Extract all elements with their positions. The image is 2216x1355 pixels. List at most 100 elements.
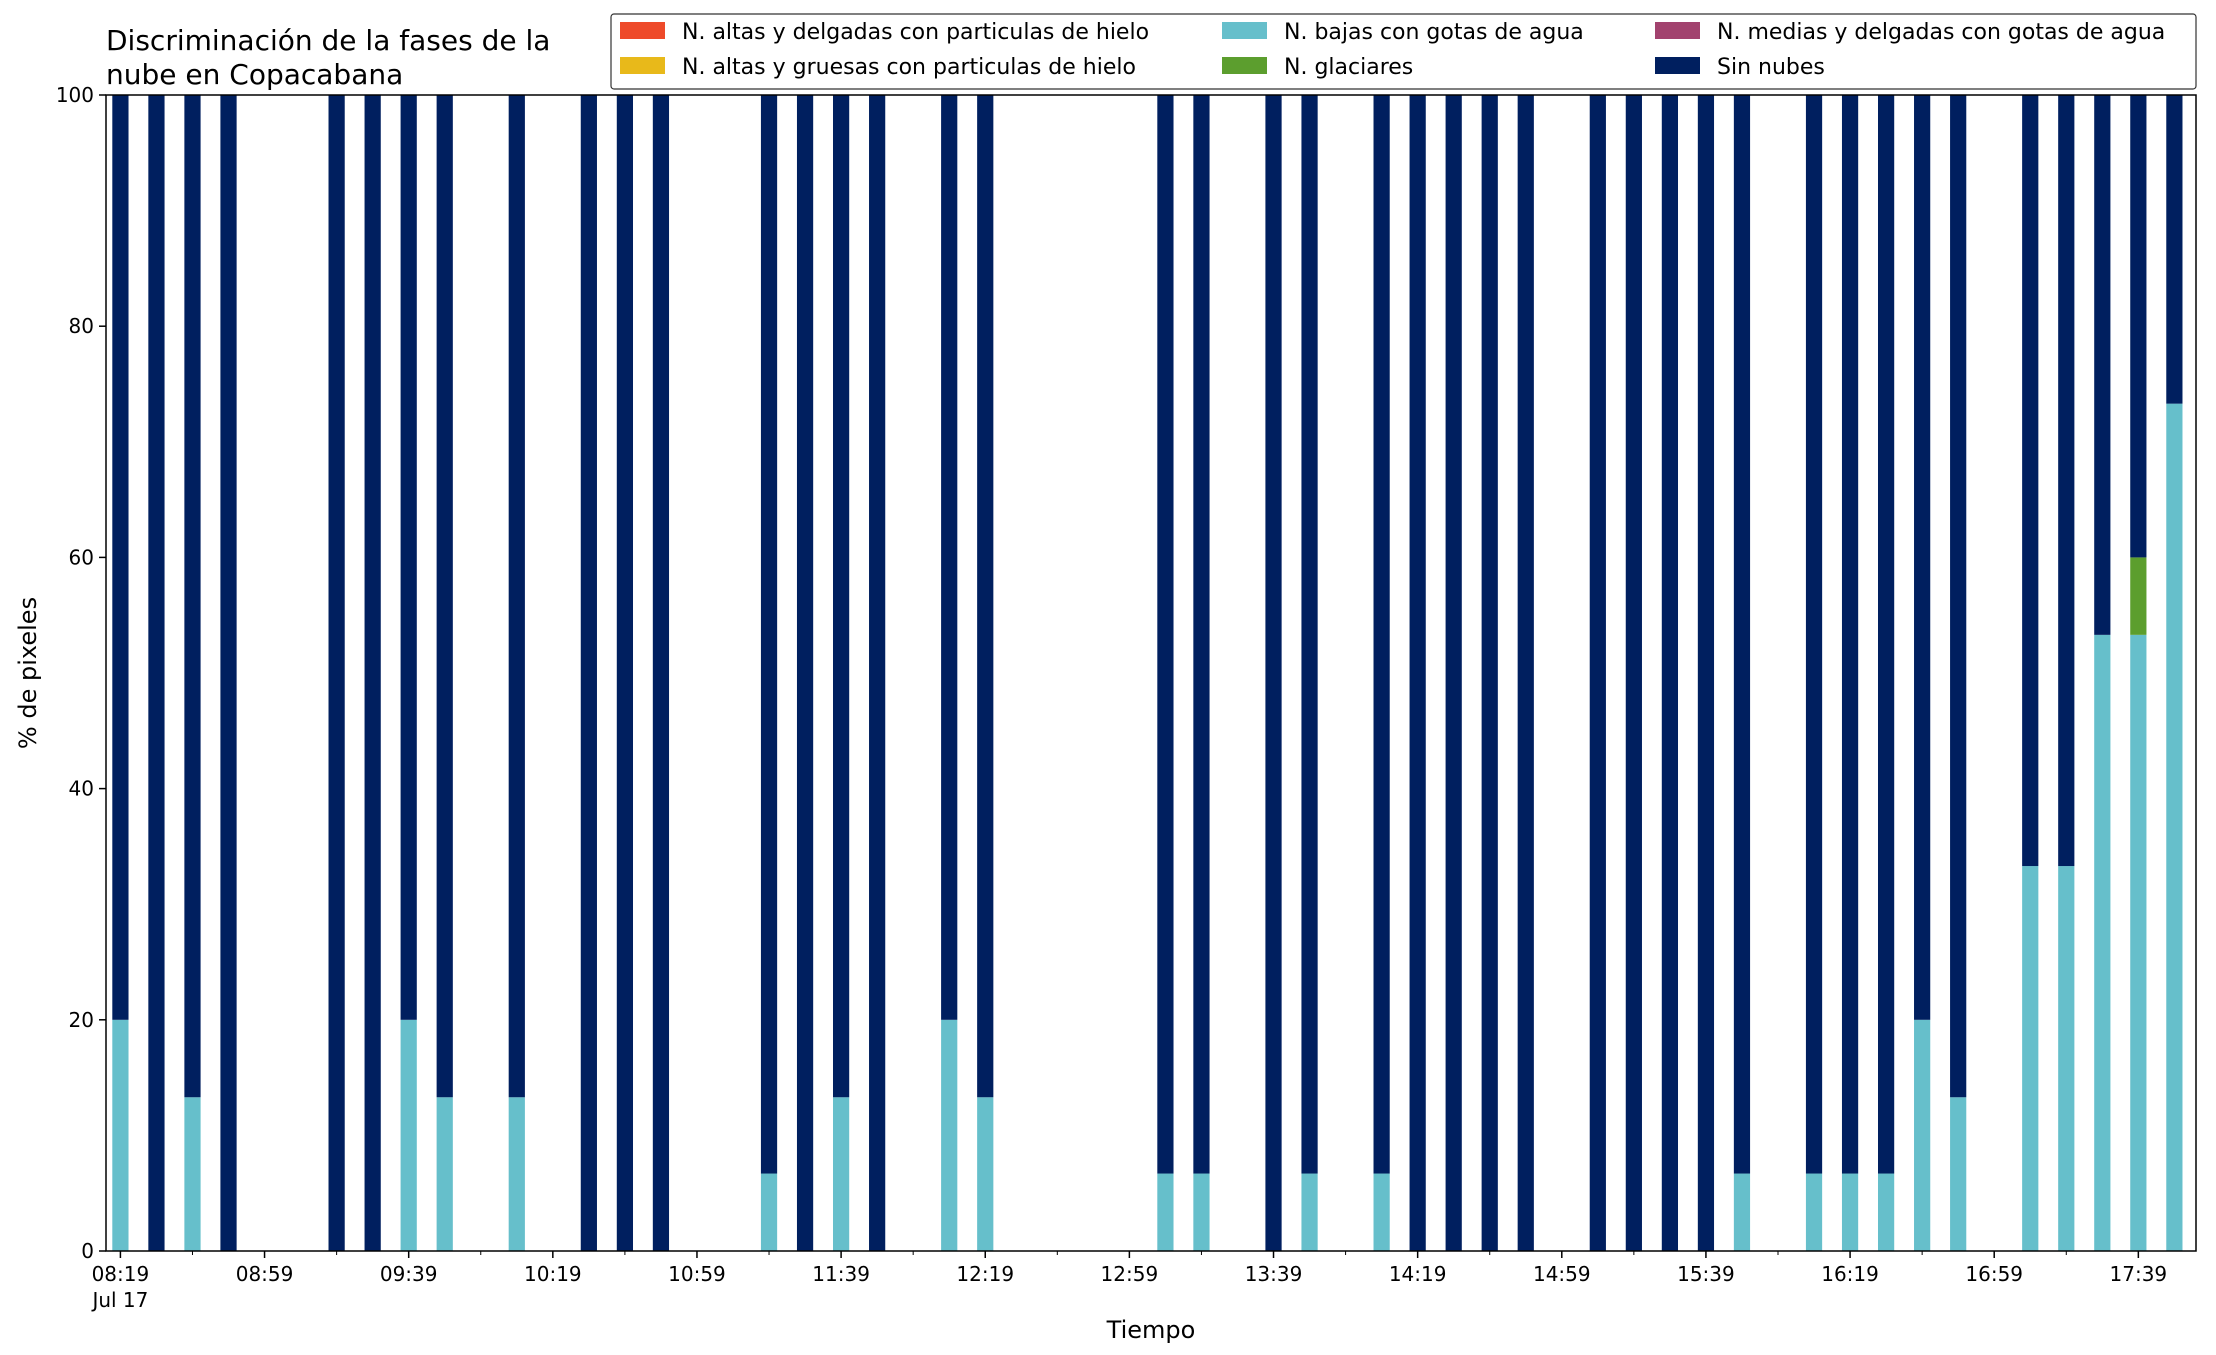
bar-sin-nubes-1 [148, 95, 165, 1251]
legend-swatch [620, 57, 665, 74]
bar-bajas-40 [2130, 634, 2147, 1251]
bar-sin-nubes-5 [364, 95, 381, 1251]
bar-bajas-0 [112, 1019, 129, 1251]
x-tick-label: 16:19 [1821, 1262, 1879, 1286]
bar-sin-nubes-36 [1950, 95, 1967, 1098]
bar-sin-nubes-13 [796, 95, 814, 1251]
plot-frame [105, 94, 2197, 1252]
y-tick-label: 80 [69, 314, 94, 338]
legend-label: N. altas y gruesas con particulas de hie… [682, 55, 1136, 80]
bar-sin-nubes-16 [941, 95, 958, 1020]
bar-bajas-16 [941, 1019, 958, 1251]
x-tick-label: 08:19 [92, 1262, 150, 1286]
x-tick-label: 14:59 [1533, 1262, 1591, 1286]
bar-sin-nubes-30 [1697, 95, 1715, 1251]
chart-title-line-2: nube en Copacabana [106, 58, 403, 91]
bar-sin-nubes-11 [652, 95, 670, 1251]
bar-bajas-8 [508, 1097, 525, 1251]
bar-sin-nubes-9 [580, 95, 597, 1251]
bar-bajas-37 [2022, 866, 2039, 1251]
bar-bajas-34 [1877, 1173, 1895, 1251]
bar-bajas-33 [1841, 1173, 1859, 1251]
legend-swatch [1655, 57, 1700, 74]
bar-sin-nubes-21 [1301, 95, 1318, 1174]
bar-glaciares-40 [2130, 557, 2147, 635]
bar-bajas-32 [1805, 1173, 1823, 1251]
bar-sin-nubes-10 [616, 95, 634, 1251]
bar-sin-nubes-2 [184, 95, 201, 1098]
bar-sin-nubes-38 [2058, 95, 2075, 867]
bar-sin-nubes-33 [1841, 95, 1859, 1174]
legend-frame [610, 13, 2197, 90]
legend: N. altas y delgadas con particulas de hi… [610, 13, 2197, 90]
x-axis-label: Tiempo [1106, 1316, 1196, 1344]
bar-sin-nubes-35 [1914, 95, 1931, 1020]
y-tick-label: 60 [69, 545, 94, 569]
legend-label: N. glaciares [1284, 55, 1413, 80]
bar-bajas-31 [1733, 1173, 1751, 1251]
legend-label: N. medias y delgadas con gotas de agua [1717, 20, 2165, 45]
x-tick-label: 12:59 [1101, 1262, 1159, 1286]
bar-sin-nubes-34 [1877, 95, 1895, 1174]
bar-sin-nubes-19 [1193, 95, 1210, 1174]
legend-label: N. bajas con gotas de agua [1284, 20, 1584, 45]
bar-sin-nubes-29 [1661, 95, 1679, 1251]
bar-bajas-38 [2058, 866, 2075, 1251]
bar-sin-nubes-28 [1625, 95, 1642, 1251]
bar-sin-nubes-24 [1445, 95, 1462, 1251]
x-tick-sublabel: Jul 17 [90, 1288, 148, 1312]
bar-sin-nubes-7 [436, 95, 453, 1098]
bar-sin-nubes-41 [2166, 95, 2183, 404]
x-tick-label: 11:39 [812, 1262, 870, 1286]
bar-sin-nubes-20 [1265, 95, 1282, 1251]
bar-sin-nubes-32 [1805, 95, 1823, 1174]
y-tick-label: 20 [69, 1008, 94, 1032]
y-tick-label: 40 [69, 777, 94, 801]
x-tick-label: 09:39 [380, 1262, 438, 1286]
legend-label: N. altas y delgadas con particulas de hi… [682, 20, 1149, 45]
legend-swatch [1222, 22, 1267, 39]
y-tick-label: 0 [81, 1239, 94, 1263]
bar-sin-nubes-27 [1589, 95, 1606, 1251]
bar-sin-nubes-6 [400, 95, 417, 1020]
x-tick-label: 13:39 [1245, 1262, 1303, 1286]
legend-swatch [1222, 57, 1267, 74]
bar-sin-nubes-14 [832, 95, 850, 1098]
x-tick-label: 08:59 [236, 1262, 294, 1286]
bar-bajas-14 [832, 1097, 850, 1251]
chart-title-line-1: Discriminación de la fases de la [106, 24, 550, 57]
bar-sin-nubes-39 [2094, 95, 2111, 635]
bar-sin-nubes-17 [977, 95, 994, 1098]
bar-bajas-17 [977, 1097, 994, 1251]
y-tick-label: 100 [56, 83, 94, 107]
bar-sin-nubes-4 [328, 95, 345, 1251]
bar-bajas-21 [1301, 1173, 1318, 1251]
bar-bajas-41 [2166, 403, 2183, 1252]
bar-sin-nubes-23 [1409, 95, 1426, 1251]
chart-title: Discriminación de la fases de la nube en… [106, 24, 550, 91]
bar-sin-nubes-22 [1373, 95, 1390, 1174]
x-tick-label: 14:19 [1389, 1262, 1447, 1286]
y-axis-label: % de pixeles [14, 597, 42, 749]
bar-sin-nubes-12 [760, 95, 778, 1174]
bar-sin-nubes-18 [1157, 95, 1174, 1174]
bar-sin-nubes-40 [2130, 95, 2147, 558]
bars-layer [112, 95, 2183, 1252]
legend-label: Sin nubes [1717, 55, 1825, 80]
bar-bajas-36 [1950, 1097, 1967, 1251]
bar-sin-nubes-26 [1517, 95, 1534, 1251]
bar-sin-nubes-37 [2022, 95, 2039, 867]
bar-bajas-22 [1373, 1173, 1390, 1251]
x-tick-label: 17:39 [2110, 1262, 2168, 1286]
bar-sin-nubes-15 [869, 95, 886, 1251]
x-tick-label: 10:59 [668, 1262, 726, 1286]
bar-bajas-39 [2094, 634, 2111, 1251]
bar-sin-nubes-31 [1733, 95, 1751, 1174]
bar-bajas-2 [184, 1097, 201, 1251]
bar-bajas-35 [1914, 1019, 1931, 1251]
y-axis: 0 20 40 60 80 100 [56, 83, 106, 1263]
legend-swatch [620, 22, 665, 39]
bar-sin-nubes-25 [1481, 95, 1498, 1251]
